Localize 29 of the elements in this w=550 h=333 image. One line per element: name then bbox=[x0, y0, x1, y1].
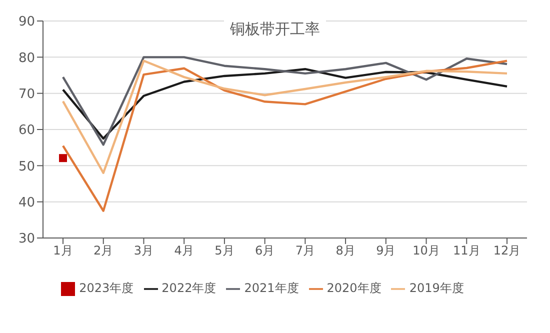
legend-label: 2019年度 bbox=[409, 281, 464, 295]
x-tick-label: 1月 bbox=[53, 244, 73, 258]
x-tick-label: 6月 bbox=[255, 244, 275, 258]
legend-label: 2022年度 bbox=[162, 281, 216, 295]
legend-label: 2020年度 bbox=[326, 281, 382, 295]
line-series bbox=[62, 68, 508, 140]
y-tick-label: 70 bbox=[18, 86, 35, 102]
x-tick-label: 12月 bbox=[493, 244, 521, 258]
x-tick-label: 10月 bbox=[412, 244, 440, 258]
line-series bbox=[62, 60, 508, 174]
x-tick-label: 8月 bbox=[336, 244, 356, 258]
x-tick-label: 5月 bbox=[214, 244, 234, 258]
x-tick-label: 2月 bbox=[94, 244, 114, 258]
y-tick-label: 60 bbox=[18, 123, 35, 138]
x-tick-label: 3月 bbox=[134, 244, 154, 258]
x-tick-label: 4月 bbox=[174, 244, 194, 258]
x-tick-label: 7月 bbox=[295, 244, 315, 258]
line-series bbox=[62, 60, 508, 212]
y-tick-label: 80 bbox=[18, 50, 35, 66]
legend-label: 2021年度 bbox=[244, 281, 299, 295]
legend-label: 2023年度 bbox=[79, 281, 134, 295]
y-tick-label: 40 bbox=[18, 195, 35, 210]
y-tick-label: 50 bbox=[18, 159, 35, 174]
y-tick-label: 90 bbox=[18, 14, 35, 30]
x-tick-label: 9月 bbox=[376, 244, 396, 258]
x-tick-label: 11月 bbox=[452, 244, 480, 258]
y-tick-label: 30 bbox=[18, 232, 35, 247]
line-series bbox=[62, 56, 508, 146]
chart-title: 铜板带开工率 bbox=[224, 20, 326, 38]
